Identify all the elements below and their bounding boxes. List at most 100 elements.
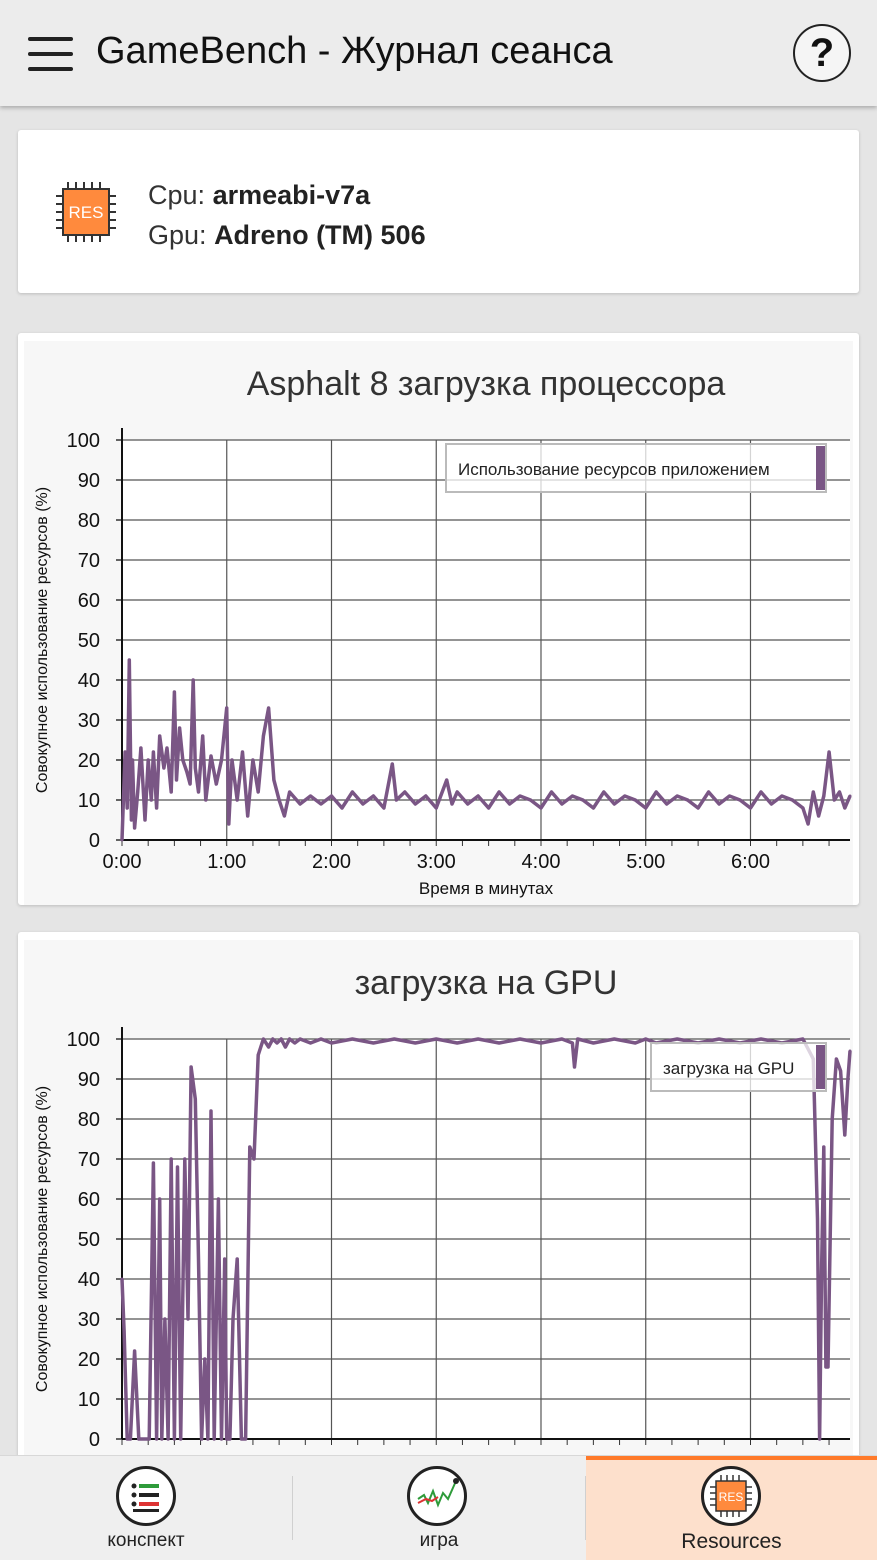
data-point bbox=[350, 1037, 354, 1041]
gpu-value: Adreno (TM) 506 bbox=[214, 220, 426, 250]
data-point bbox=[759, 790, 763, 794]
gpu-label: Gpu: bbox=[148, 220, 207, 250]
data-point bbox=[235, 798, 239, 802]
data-point bbox=[155, 806, 159, 810]
data-point bbox=[816, 1217, 820, 1221]
data-point bbox=[133, 1349, 137, 1353]
data-point bbox=[394, 798, 398, 802]
data-point bbox=[434, 1037, 438, 1041]
gpu-chart: загрузка на GPU 0 10 20 30 40 50 60 70 80 90 100 Сов… bbox=[24, 940, 853, 1472]
y-tick-label: 40 bbox=[78, 670, 100, 692]
data-point bbox=[843, 806, 847, 810]
data-point bbox=[120, 1277, 124, 1281]
data-point bbox=[371, 794, 375, 798]
help-button[interactable]: ? bbox=[793, 24, 851, 82]
data-point bbox=[267, 1045, 271, 1049]
nav-summary[interactable]: конспект bbox=[0, 1456, 292, 1560]
device-info-card: RES Cpu: armeabi-v7a Gpu: Adreno (TM) 50… bbox=[18, 130, 859, 293]
legend-entry: Использование ресурсов приложением bbox=[458, 460, 770, 479]
data-point bbox=[279, 1037, 283, 1041]
data-point bbox=[172, 1437, 176, 1441]
data-point bbox=[158, 1197, 162, 1201]
data-point bbox=[189, 1065, 193, 1069]
data-point bbox=[212, 1437, 216, 1441]
data-point bbox=[209, 754, 213, 758]
data-point bbox=[196, 1257, 200, 1261]
y-tick-label: 80 bbox=[78, 510, 100, 532]
cpu-chart: Asphalt 8 загрузка процессора 0 10 20 30 40 50… bbox=[24, 341, 853, 905]
cpu-row: Cpu: armeabi-v7a bbox=[148, 180, 370, 211]
data-point bbox=[239, 1437, 243, 1441]
data-point bbox=[225, 1437, 229, 1441]
data-point bbox=[193, 1097, 197, 1101]
data-point bbox=[282, 814, 286, 818]
data-point bbox=[602, 790, 606, 794]
y-axis-label: Совокупное использование ресурсов (%) bbox=[34, 487, 51, 793]
data-point bbox=[178, 726, 182, 730]
data-point bbox=[169, 1157, 173, 1161]
data-point bbox=[581, 798, 585, 802]
data-point bbox=[382, 806, 386, 810]
nav-game-label: игра bbox=[419, 1530, 459, 1551]
data-point bbox=[158, 734, 162, 738]
data-point bbox=[196, 790, 200, 794]
data-point bbox=[271, 1037, 275, 1041]
data-point bbox=[832, 798, 836, 802]
data-point bbox=[830, 1117, 834, 1121]
data-point bbox=[738, 798, 742, 802]
data-point bbox=[748, 806, 752, 810]
data-point bbox=[246, 814, 250, 818]
y-tick-label: 100 bbox=[67, 1029, 100, 1051]
data-point bbox=[654, 790, 658, 794]
cpu-chart-card: Asphalt 8 загрузка процессора 0 10 20 30 40 50… bbox=[18, 333, 859, 905]
y-axis-label: Совокупное использование ресурсов (%) bbox=[34, 1086, 51, 1392]
data-point bbox=[252, 1157, 256, 1161]
data-point bbox=[518, 1037, 522, 1041]
data-point bbox=[277, 798, 281, 802]
data-point bbox=[220, 1437, 224, 1441]
data-point bbox=[806, 822, 810, 826]
game-chart-icon bbox=[407, 1466, 467, 1526]
data-point bbox=[434, 806, 438, 810]
data-point bbox=[214, 782, 218, 786]
data-point bbox=[248, 1145, 252, 1149]
data-point bbox=[160, 1437, 164, 1441]
data-point bbox=[811, 790, 815, 794]
bottom-navigation: конспект игра RES Re bbox=[0, 1455, 877, 1560]
data-point bbox=[141, 1437, 145, 1441]
data-point bbox=[146, 758, 150, 762]
data-point bbox=[272, 778, 276, 782]
legend-swatch bbox=[816, 1045, 825, 1089]
data-point bbox=[759, 1037, 763, 1041]
data-point bbox=[172, 690, 176, 694]
data-point bbox=[309, 1041, 313, 1045]
data-point bbox=[176, 1165, 180, 1169]
data-point bbox=[591, 1041, 595, 1045]
data-point bbox=[163, 1317, 167, 1321]
chart-title: загрузка на GPU bbox=[355, 964, 618, 1002]
data-point bbox=[826, 1365, 830, 1369]
nav-resources[interactable]: RES Resources bbox=[586, 1456, 877, 1560]
data-point bbox=[261, 1037, 265, 1041]
hamburger-menu-icon[interactable] bbox=[28, 37, 73, 71]
data-point bbox=[136, 790, 140, 794]
data-point bbox=[220, 758, 224, 762]
gpu-chart-card: загрузка на GPU 0 10 20 30 40 50 60 70 80 90 100 Сов… bbox=[18, 932, 859, 1472]
gpu-row: Gpu: Adreno (TM) 506 bbox=[148, 220, 426, 251]
data-point bbox=[848, 794, 852, 798]
nav-res-chip-label: RES bbox=[719, 1490, 744, 1504]
data-point bbox=[188, 782, 192, 786]
data-point bbox=[129, 818, 133, 822]
data-point bbox=[191, 678, 195, 682]
data-point bbox=[518, 794, 522, 798]
nav-game[interactable]: игра bbox=[293, 1456, 585, 1560]
data-point bbox=[209, 1109, 213, 1113]
nav-divider bbox=[292, 1476, 293, 1540]
data-point bbox=[644, 806, 648, 810]
data-point bbox=[633, 798, 637, 802]
y-tick-label: 40 bbox=[78, 1269, 100, 1291]
data-point bbox=[143, 1437, 147, 1441]
data-point bbox=[350, 790, 354, 794]
x-tick-label: 3:00 bbox=[417, 851, 456, 873]
data-point bbox=[223, 1257, 227, 1261]
